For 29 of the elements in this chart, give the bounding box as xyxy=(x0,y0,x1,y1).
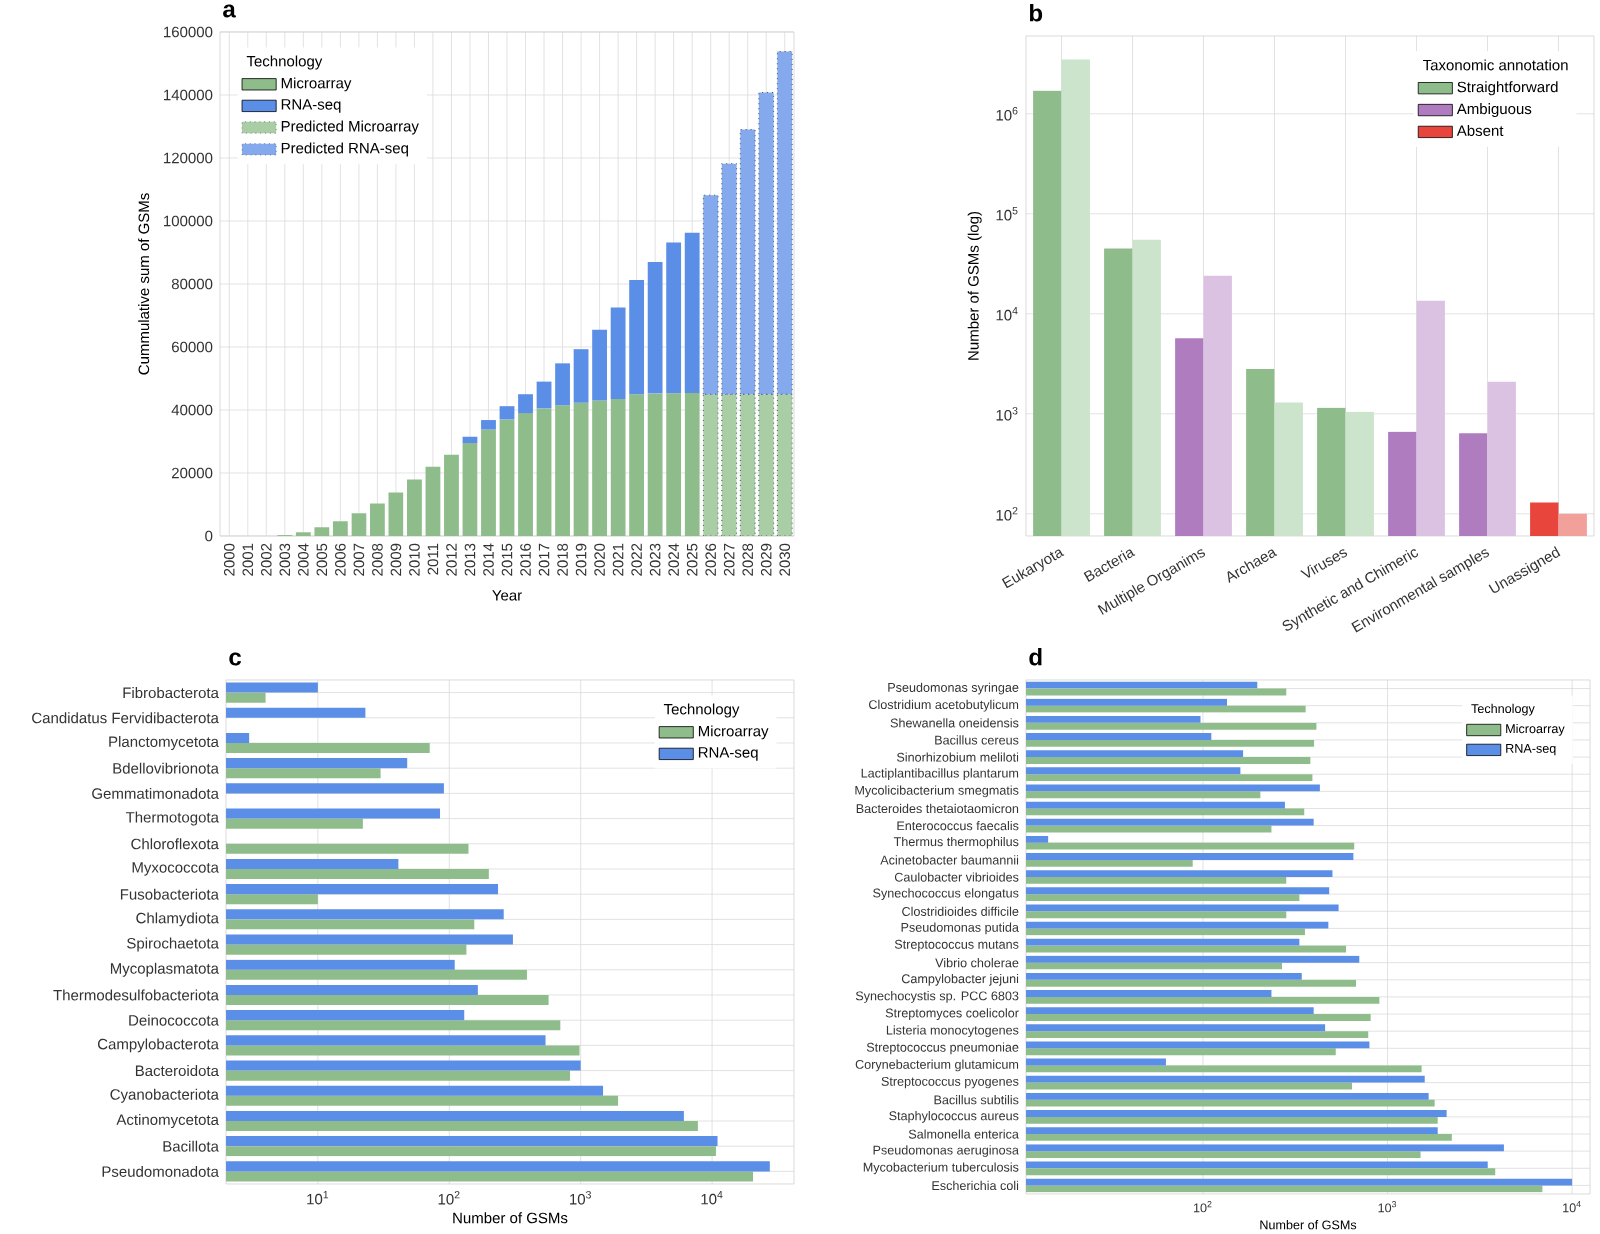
bar xyxy=(499,419,515,536)
bar xyxy=(518,394,533,414)
bar xyxy=(481,429,496,536)
bar xyxy=(462,436,478,444)
bar xyxy=(592,329,607,401)
bar xyxy=(573,349,589,403)
bar xyxy=(351,513,367,536)
chart-title: d xyxy=(1029,647,1042,666)
bar xyxy=(555,405,570,536)
bar xyxy=(444,454,459,536)
chart-title: a xyxy=(223,4,236,18)
bar xyxy=(369,503,385,536)
bar xyxy=(407,479,422,536)
bar xyxy=(388,492,404,536)
chart-title: c xyxy=(229,652,242,666)
bar xyxy=(536,381,552,409)
bar xyxy=(332,521,348,536)
chart-title: b xyxy=(1029,3,1043,22)
bar xyxy=(536,408,552,536)
bar xyxy=(592,400,607,536)
bar xyxy=(684,232,700,393)
bar xyxy=(462,443,478,536)
bar xyxy=(684,392,700,536)
bar xyxy=(555,363,570,406)
bar xyxy=(425,466,441,536)
bar xyxy=(573,402,589,536)
bar xyxy=(518,413,533,536)
bar xyxy=(499,406,515,420)
bar xyxy=(481,420,496,430)
